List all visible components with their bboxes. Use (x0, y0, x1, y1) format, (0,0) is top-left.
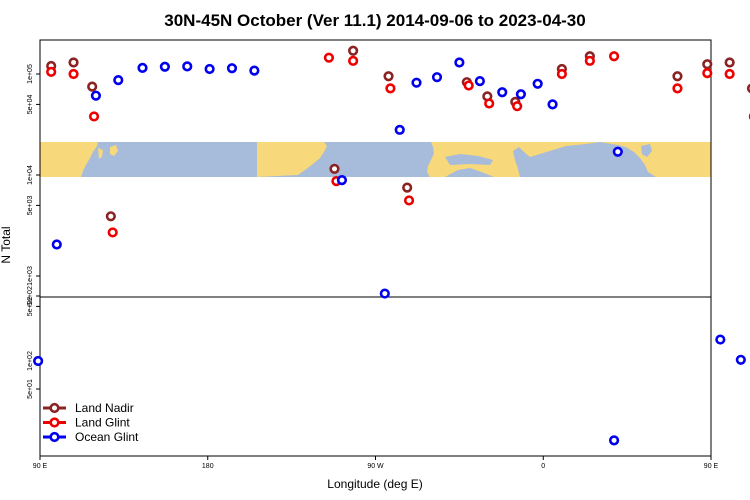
ocean-glint-point (249, 65, 260, 76)
land-glint-point (724, 68, 735, 80)
ocean-glint-legend-marker (49, 431, 60, 443)
ocean-glint-point (515, 89, 526, 100)
ocean-glint-point (532, 78, 543, 89)
chart-title: 30N-45N October (Ver 11.1) 2014-09-06 to… (164, 11, 585, 30)
ocean-glint-point (735, 354, 746, 365)
ocean-glint-point (454, 57, 465, 68)
y-tick-label: 1e+02 (27, 351, 34, 371)
land-nadir-point (672, 71, 683, 82)
map-ocean (40, 142, 711, 177)
ocean-glint-point (226, 63, 238, 74)
world-map-strip (40, 142, 711, 177)
ocean-glint-point (336, 175, 348, 186)
land-glint-point (385, 83, 396, 94)
ocean-glint-point (612, 146, 623, 157)
land-nadir-point (68, 57, 79, 68)
map-land-med-sea (445, 154, 493, 165)
y-tick-label: 1e+05 (27, 64, 34, 84)
x-tick-label: 90 E (704, 463, 719, 470)
y-tick-label: 5e+02 (27, 296, 34, 316)
land-nadir-point (702, 59, 713, 70)
land-nadir-point (105, 211, 116, 222)
map-land-europe-africa (427, 142, 600, 177)
map-land-japan-east (641, 144, 652, 157)
land-nadir-legend-label: Land Nadir (75, 401, 134, 415)
land-glint-point (46, 66, 57, 77)
y-tick-label: 5e+04 (27, 94, 34, 114)
ocean-glint-point (411, 77, 422, 88)
land-nadir-point (402, 182, 413, 193)
x-tick-label: 0 (541, 463, 545, 470)
land-nadir-point (383, 71, 394, 82)
ocean-glint-legend-label: Ocean Glint (75, 430, 139, 444)
map-land-asia (40, 142, 98, 177)
ocean-glint-point (159, 61, 170, 72)
ocean-glint-point (90, 90, 102, 101)
land-glint-point (672, 83, 683, 94)
ocean-glint-point (547, 99, 558, 110)
ocean-glint-point (113, 75, 124, 86)
x-tick-label: 90 E (33, 463, 48, 470)
ocean-glint-point (204, 63, 215, 75)
land-glint-point (463, 80, 474, 91)
x-axis-ticks: 90 E 180 90 W 0 90 E (33, 456, 719, 470)
land-glint-point (608, 51, 620, 62)
ocean-glint-point (431, 72, 443, 83)
y-tick-label: 1e+03 (27, 266, 34, 286)
land-glint-point (556, 68, 567, 80)
y-axis-ticks: 1e+055e+041e+045e+031e+035e+025e+021e+02… (27, 64, 40, 399)
x-axis-label: Longitude (deg E) (327, 477, 422, 491)
x-tick-label: 180 (202, 463, 214, 470)
land-glint-point (323, 52, 335, 63)
plot-frame (39, 39, 712, 457)
ocean-glint-point (474, 76, 485, 87)
ocean-glint-point (497, 87, 508, 98)
land-nadir-legend-marker (49, 402, 60, 414)
land-nadir-point (329, 163, 340, 174)
land-nadir-point (724, 57, 735, 68)
land-glint-point (584, 55, 595, 66)
land-glint-point (512, 101, 523, 112)
y-tick-label: 1e+04 (27, 165, 34, 185)
land-glint-point (68, 68, 79, 80)
land-glint-legend-label: Land Glint (75, 416, 130, 430)
ocean-glint-point (33, 355, 44, 367)
ocean-glint-point (608, 435, 620, 446)
land-glint-point (107, 227, 118, 238)
land-glint-legend-marker (49, 417, 60, 428)
y-tick-label: 5e+03 (27, 195, 34, 215)
ocean-glint-point (715, 334, 726, 345)
map-land-east-asia (600, 142, 711, 177)
y-tick-label: 5e+02 (27, 286, 34, 306)
land-glint-point (88, 111, 100, 122)
land-nadir-point (348, 45, 359, 56)
land-glint-point (348, 55, 359, 66)
land-glint-point (484, 98, 495, 109)
land-glint-point (403, 195, 415, 206)
map-land-japan (110, 145, 118, 156)
ocean-glint-point (51, 239, 62, 250)
land-nadir-point (87, 81, 98, 92)
x-tick-label: 90 W (367, 463, 384, 470)
data-points (33, 45, 750, 446)
map-land-north-america (257, 142, 327, 177)
y-axis-label: N Total (0, 226, 13, 263)
land-glint-point (702, 68, 713, 79)
ocean-glint-point (137, 62, 148, 73)
map-land-korea (98, 148, 103, 159)
y-tick-label: 5e+01 (27, 379, 34, 399)
ocean-glint-point (394, 124, 405, 135)
ocean-glint-point (379, 288, 390, 299)
ocean-glint-point (182, 61, 193, 72)
